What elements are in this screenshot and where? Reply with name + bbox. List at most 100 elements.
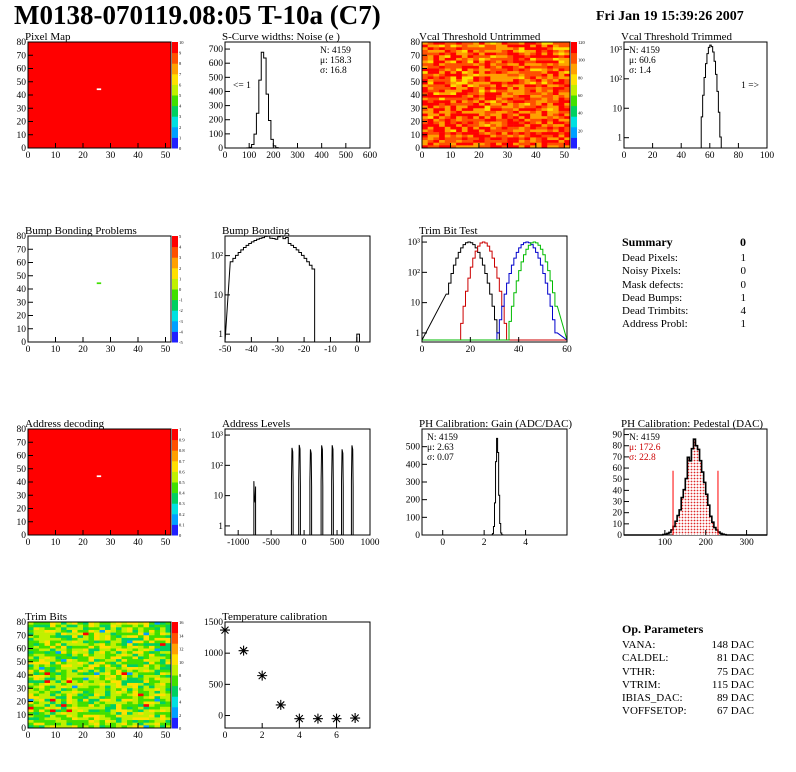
heatmap-cell: [513, 134, 520, 138]
heatmap-cell: [138, 712, 144, 716]
heatmap-cell: [154, 696, 161, 700]
heatmap-cell: [513, 132, 520, 136]
heatmap-cell: [564, 57, 571, 61]
heatmap-cell: [99, 680, 106, 684]
heatmap-cell: [72, 685, 78, 689]
bad-bump-pixel: [96, 282, 102, 285]
heatmap-cell: [132, 709, 139, 713]
heatmap-cell: [77, 640, 84, 644]
heatmap-cell: [165, 698, 172, 702]
heatmap-cell: [61, 680, 67, 684]
heatmap-cell: [50, 706, 56, 710]
heatmap-cell: [94, 722, 100, 726]
heatmap-cell: [478, 118, 485, 122]
palette-tick-label: 0: [179, 533, 182, 538]
heatmap-cell: [547, 140, 554, 143]
heatmap-cell: [138, 643, 144, 647]
heatmap-cell: [467, 87, 474, 90]
heatmap-cell: [535, 44, 542, 48]
heatmap-cell: [28, 675, 34, 678]
heatmap-cell: [72, 629, 78, 633]
heatmap-cell: [490, 105, 497, 109]
palette-tick-label: 60: [578, 93, 583, 98]
heatmap-cell: [484, 145, 491, 149]
heatmap-cell: [444, 142, 451, 146]
heatmap-cell: [496, 76, 502, 80]
heatmap-cell: [501, 129, 508, 133]
heatmap-cell: [116, 653, 122, 657]
heatmap-cell: [121, 720, 128, 723]
heatmap-cell: [547, 65, 554, 69]
heatmap-cell: [518, 76, 525, 80]
heatmap-cell: [541, 100, 548, 104]
heatmap-cell: [83, 669, 89, 673]
heatmap-cell: [110, 627, 117, 631]
heatmap-cell: [518, 92, 525, 96]
heatmap-cell: [433, 110, 440, 114]
heatmap-cell: [564, 100, 571, 104]
heatmap-cell: [422, 60, 428, 64]
heatmap-cell: [518, 110, 525, 114]
heatmap-cell: [94, 645, 100, 649]
heatmap-cell: [484, 44, 491, 48]
heatmap-cell: [444, 68, 451, 72]
palette-cell: [172, 73, 178, 80]
heatmap-cell: [456, 95, 463, 98]
palette-cell: [172, 283, 178, 290]
heatmap-cell: [39, 682, 45, 686]
heatmap-cell: [427, 42, 434, 45]
heatmap-cell: [518, 95, 525, 98]
x-tick-label: 300: [739, 538, 754, 548]
heatmap-cell: [564, 126, 571, 130]
heatmap-cell: [28, 706, 34, 710]
heatmap-cell: [456, 79, 463, 83]
heatmap-cell: [132, 690, 139, 694]
palette-cell: [571, 126, 577, 133]
heatmap-cell: [490, 108, 497, 112]
heatmap-cell: [154, 661, 161, 665]
heatmap-cell: [61, 725, 67, 729]
heatmap-cell: [66, 720, 73, 723]
heatmap-cell: [467, 142, 474, 146]
heatmap-cell: [143, 677, 150, 681]
heatmap-cell: [507, 60, 514, 64]
heatmap-cell: [83, 677, 89, 681]
heatmap-cell: [484, 134, 491, 138]
heatmap-cell: [143, 669, 150, 673]
palette-tick-label: 8: [179, 673, 182, 678]
trim-series-line: [422, 241, 567, 341]
heatmap-cell: [94, 685, 100, 689]
heatmap-cell: [33, 709, 40, 713]
heatmap-cell: [484, 129, 491, 133]
heatmap-cell: [160, 680, 166, 684]
heatmap-cell: [99, 709, 106, 713]
heatmap-cell: [72, 645, 78, 649]
heatmap-cell: [72, 722, 78, 726]
heatmap-cell: [72, 653, 78, 657]
heatmap-cell: [496, 116, 502, 120]
heatmap-cell: [461, 116, 468, 120]
heatmap-cell: [456, 60, 463, 64]
heatmap-cell: [461, 132, 468, 136]
heatmap-cell: [422, 121, 428, 125]
palette-cell: [172, 320, 178, 327]
heatmap-cell: [110, 712, 117, 716]
x-tick-label: 1000: [361, 538, 380, 548]
x-tick-label: 20: [466, 345, 476, 355]
heatmap-cell: [450, 113, 457, 117]
heatmap-cell: [154, 709, 161, 713]
heatmap-cell: [450, 124, 457, 128]
palette-cell: [571, 84, 577, 91]
heatmap-cell: [55, 725, 62, 729]
y-tick-label: 20: [411, 118, 421, 128]
palette-cell: [172, 273, 178, 279]
palette-cell: [172, 712, 178, 718]
palette-cell: [172, 257, 178, 263]
histogram-fill: [709, 516, 712, 535]
heatmap-cell: [490, 89, 497, 93]
heatmap-cell: [473, 121, 480, 125]
heatmap-cell: [72, 675, 78, 678]
heatmap-cell: [94, 693, 100, 697]
heatmap-cell: [77, 624, 84, 628]
heatmap-cell: [61, 645, 67, 649]
